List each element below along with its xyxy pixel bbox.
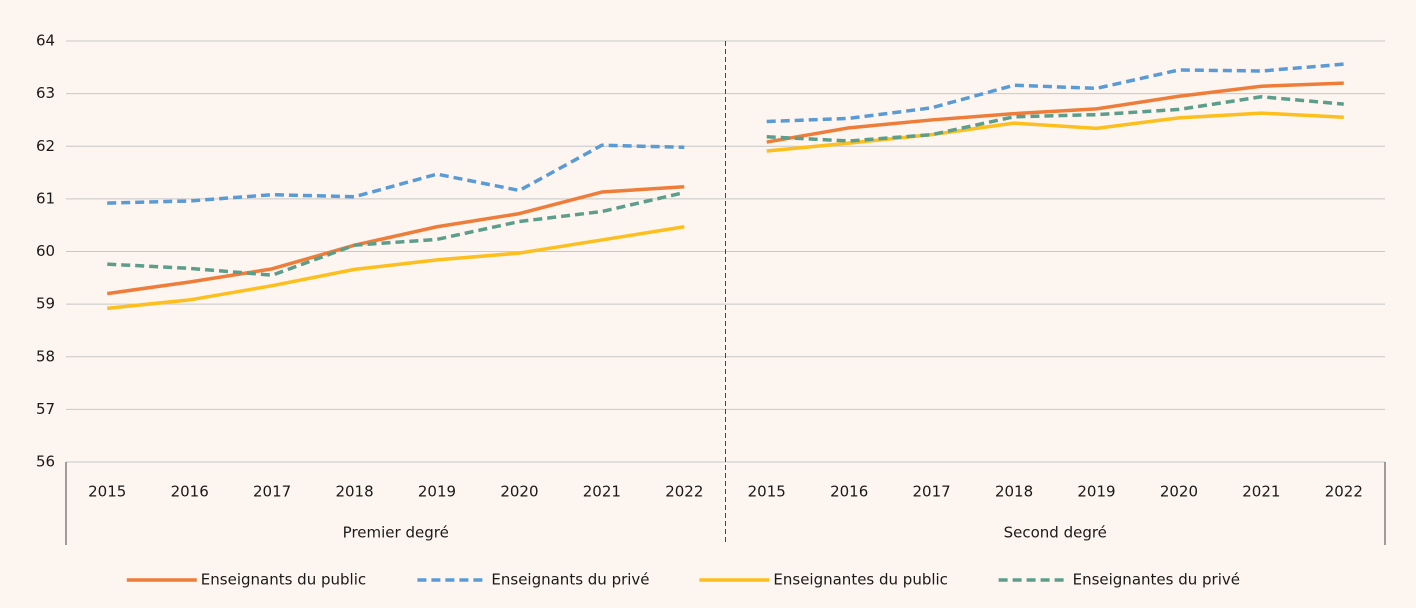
series-line [107,190,685,277]
x-tick-label: 2021 [1242,483,1280,501]
x-tick-label: 2018 [335,483,373,501]
x-tick-label: 2015 [748,483,786,501]
x-tick-label: 2020 [1160,483,1198,501]
x-tick-label: 2021 [583,483,621,501]
x-tick-label: 2016 [830,483,868,501]
legend-label: Enseignantes du privé [1073,571,1240,589]
series-line [107,143,685,205]
x-tick-label: 2019 [418,483,456,501]
y-tick-label: 56 [36,453,55,471]
y-tick-label: 62 [36,137,55,155]
x-tick-label: 2016 [171,483,209,501]
x-tick-label: 2022 [665,483,703,501]
x-tick-label: 2020 [500,483,538,501]
group-label: Second degré [1004,524,1107,542]
x-tick-label: 2018 [995,483,1033,501]
y-tick-label: 57 [36,400,55,418]
series-line [766,111,1344,153]
y-tick-label: 58 [36,347,55,365]
legend-label: Enseignants du privé [491,571,649,589]
y-tick-label: 60 [36,242,55,260]
y-tick-label: 64 [36,32,55,50]
series-line [107,225,685,311]
y-tick-label: 61 [36,189,55,207]
x-tick-label: 2017 [913,483,951,501]
legend-label: Enseignantes du public [773,571,948,589]
group-label: Premier degré [343,524,449,542]
x-tick-label: 2017 [253,483,291,501]
series-line [766,81,1344,144]
x-tick-label: 2019 [1077,483,1115,501]
y-tick-label: 59 [36,295,55,313]
x-tick-label: 2022 [1325,483,1363,501]
x-tick-label: 2015 [88,483,126,501]
series-line [766,95,1344,143]
y-tick-label: 63 [36,84,55,102]
series-line [106,185,685,296]
legend-label: Enseignants du public [201,571,366,589]
